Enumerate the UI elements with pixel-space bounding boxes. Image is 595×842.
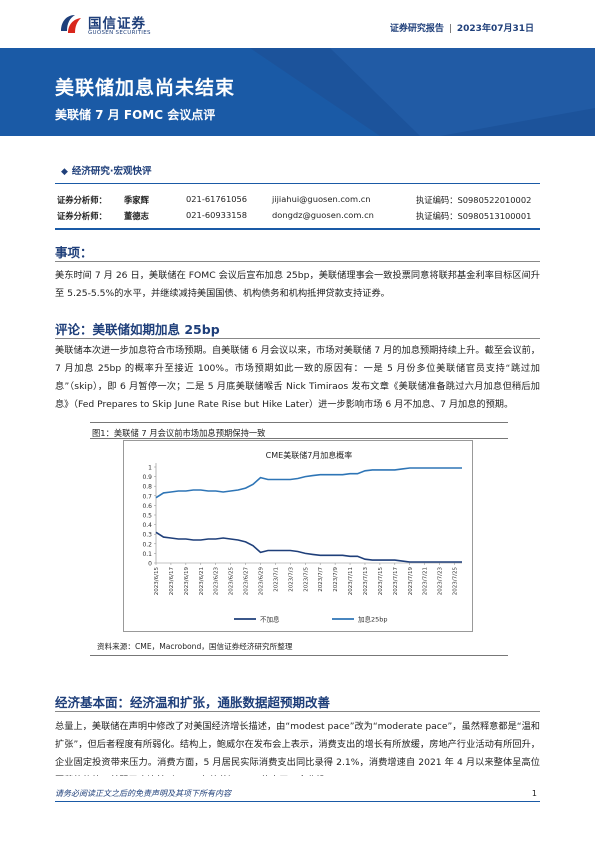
- figure-caption-rule: [90, 438, 508, 439]
- heading-underline: [55, 711, 540, 712]
- brand-name-cn: 国信证券: [88, 16, 146, 32]
- section-tag: ◆ 经济研究·宏观快评: [61, 163, 152, 177]
- y-tick-label: 0: [148, 561, 152, 568]
- x-tick-label: 2023/6/25: [229, 567, 235, 596]
- page-number: 1: [531, 789, 537, 798]
- y-tick-label: 0.6: [142, 503, 152, 510]
- divider: [55, 183, 540, 184]
- guosen-logo-icon: [61, 15, 81, 33]
- series-line: [155, 467, 462, 499]
- x-tick-label: 2023/6/29: [258, 567, 264, 596]
- x-tick-label: 2023/7/17: [393, 567, 399, 596]
- y-tick-label: 0.8: [142, 484, 152, 491]
- figure-bottom-rule: [90, 655, 508, 656]
- x-tick-label: 2023/7/11: [348, 567, 354, 595]
- banner-decoration: [250, 48, 595, 136]
- report-date: 2023年07月31日: [456, 24, 534, 34]
- chart-title: CME美联储7月加息概率: [266, 450, 353, 460]
- analyst-email[interactable]: jijiahui@guosen.com.cn: [272, 194, 371, 204]
- x-tick-label: 2023/7/1: [273, 567, 279, 592]
- x-tick-label: 2023/7/15: [378, 567, 384, 596]
- footer-rule: [55, 801, 540, 802]
- y-tick-label: 0.7: [142, 493, 152, 500]
- x-tick-label: 2023/6/27: [244, 567, 250, 596]
- header-meta: 证券研究报告 | 2023年07月31日: [390, 21, 534, 34]
- analyst-role: 证券分析师：: [57, 211, 107, 221]
- x-tick-label: 2023/6/17: [169, 567, 175, 596]
- diamond-icon: ◆: [61, 167, 68, 177]
- x-tick-label: 2023/7/21: [423, 567, 429, 595]
- figure-source: 资料来源：CME，Macrobond，国信证券经济研究所整理: [97, 642, 293, 651]
- x-tick-label: 2023/7/7: [318, 567, 324, 592]
- y-tick-label: 0.1: [142, 551, 152, 558]
- analyst-cert: 执证编码：S0980513100001: [416, 211, 532, 221]
- analyst-phone: 021-60933158: [186, 210, 248, 220]
- rate-hike-probability-chart: CME美联储7月加息概率 0 0.1 0.2 0.3 0.4 0.5 0.6 0.7 0.8 0.9…: [142, 450, 462, 624]
- header-separator: |: [448, 24, 452, 34]
- x-tick-label: 2023/6/23: [214, 567, 220, 596]
- section-tag-label: 经济研究·宏观快评: [71, 166, 152, 177]
- y-tick-label: 0.3: [142, 532, 152, 539]
- analyst-cert: 执证编码：S0980522010002: [416, 195, 532, 205]
- brand-name-en: GUOSEN SECURITIES: [88, 30, 151, 36]
- y-tick-label: 0.2: [142, 541, 152, 548]
- y-tick-label: 0.9: [142, 474, 152, 481]
- comment-heading: 评论：美联储如期加息 25bp: [55, 322, 220, 337]
- x-tick-label: 2023/7/23: [438, 567, 444, 596]
- analyst-role: 证券分析师：: [57, 195, 107, 205]
- x-tick-label: 2023/6/21: [199, 567, 205, 595]
- event-heading: 事项：: [55, 245, 93, 260]
- x-tick-label: 2023/6/15: [154, 567, 160, 596]
- analyst-phone: 021-61761056: [186, 194, 248, 204]
- x-tick-label: 2023/7/19: [408, 567, 414, 596]
- analyst-name: 季家辉: [124, 195, 149, 205]
- analyst-email[interactable]: dongdz@guosen.com.cn: [272, 210, 374, 220]
- y-tick-label: 1: [148, 465, 152, 472]
- x-tick-label: 2023/7/9: [333, 567, 339, 592]
- heading-underline: [55, 338, 540, 339]
- figure-caption: 图1：美联储 7 月会议前市场加息预期保持一致: [92, 428, 266, 438]
- x-tick-label: 2023/7/13: [363, 567, 369, 596]
- x-tick-label: 2023/6/19: [184, 567, 190, 596]
- analyst-name: 董德志: [124, 211, 149, 221]
- comment-paragraph: 美联储本次进一步加息符合市场预期。自美联储 6 月会议以来，市场对美联储 7 月…: [55, 345, 540, 410]
- report-subtitle: 美联储 7 月 FOMC 会议点评: [55, 108, 216, 122]
- econ-paragraph: 总量上，美联储在声明中修改了对美国经济增长描述，由“modest pace”改为…: [55, 721, 540, 776]
- econ-heading: 经济基本面：经济温和扩张，通胀数据超预期改善: [55, 695, 331, 710]
- heading-underline: [55, 261, 540, 262]
- chart-frame: CME美联储7月加息概率 0 0.1 0.2 0.3 0.4 0.5 0.6 0.7 0.8 0.9…: [123, 440, 473, 632]
- y-tick-label: 0.4: [142, 522, 152, 529]
- brand-logo: 国信证券 GUOSEN SECURITIES: [58, 11, 170, 41]
- figure-top-rule: [90, 422, 508, 423]
- footer-disclaimer: 请务必阅读正文之后的免责声明及其项下所有内容: [55, 789, 231, 798]
- x-tick-label: 2023/7/5: [303, 567, 309, 592]
- legend-label: 不加息: [260, 615, 280, 624]
- legend-label: 加息25bp: [358, 615, 388, 624]
- series-line: [155, 531, 462, 563]
- event-paragraph: 美东时间 7 月 26 日，美联储在 FOMC 会议后宣布加息 25bp，美联储…: [55, 270, 540, 299]
- report-type: 证券研究报告: [389, 24, 444, 34]
- x-tick-label: 2023/7/25: [453, 567, 459, 596]
- divider: [55, 228, 540, 230]
- title-banner: [0, 48, 595, 136]
- report-title: 美联储加息尚未结束: [55, 77, 236, 99]
- x-tick-label: 2023/7/3: [288, 567, 294, 592]
- y-tick-label: 0.5: [142, 513, 152, 520]
